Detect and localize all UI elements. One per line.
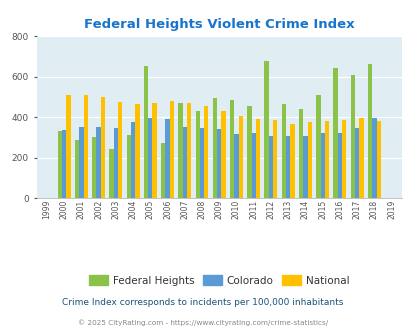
Bar [186,103,191,198]
Bar [367,64,371,198]
Bar [165,118,169,198]
Bar [238,116,242,198]
Bar [255,119,260,198]
Bar [66,94,70,198]
Text: © 2025 CityRating.com - https://www.cityrating.com/crime-statistics/: © 2025 CityRating.com - https://www.city… [78,319,327,326]
Bar [354,128,358,198]
Bar [268,136,273,198]
Bar [217,129,221,198]
Bar [307,122,311,198]
Bar [324,120,328,198]
Bar [199,128,204,198]
Bar [126,135,130,198]
Bar [96,127,100,198]
Bar [92,137,96,198]
Bar [152,103,156,198]
Bar [100,97,105,198]
Bar [109,149,113,198]
Title: Federal Heights Violent Crime Index: Federal Heights Violent Crime Index [84,18,354,31]
Bar [143,66,148,198]
Bar [371,117,375,198]
Bar [182,127,186,198]
Bar [264,61,268,198]
Bar [212,98,217,198]
Bar [290,124,294,198]
Bar [75,140,79,198]
Bar [375,121,380,198]
Legend: Federal Heights, Colorado, National: Federal Heights, Colorado, National [85,271,353,290]
Bar [62,130,66,198]
Bar [221,111,225,198]
Bar [234,134,238,198]
Bar [83,94,87,198]
Bar [247,106,251,198]
Bar [135,104,139,198]
Bar [148,117,152,198]
Bar [315,95,320,198]
Bar [337,133,341,198]
Bar [130,122,135,198]
Bar [286,136,290,198]
Bar [178,103,182,198]
Bar [230,100,234,198]
Bar [204,106,208,198]
Bar [303,136,307,198]
Bar [333,68,337,198]
Bar [350,75,354,198]
Bar [58,131,62,198]
Bar [169,101,174,198]
Bar [118,102,122,198]
Bar [281,104,286,198]
Bar [273,119,277,198]
Bar [113,128,118,198]
Bar [358,118,363,198]
Bar [195,111,199,198]
Bar [79,127,83,198]
Bar [251,133,255,198]
Bar [341,119,345,198]
Bar [161,144,165,198]
Bar [320,133,324,198]
Bar [298,109,303,198]
Text: Crime Index corresponds to incidents per 100,000 inhabitants: Crime Index corresponds to incidents per… [62,298,343,308]
